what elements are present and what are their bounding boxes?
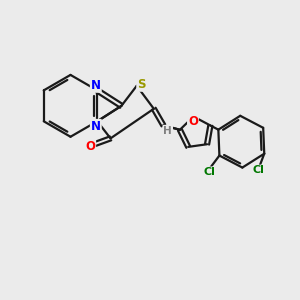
- Text: S: S: [137, 78, 146, 91]
- Text: Cl: Cl: [203, 167, 215, 177]
- Text: Cl: Cl: [252, 166, 264, 176]
- Text: O: O: [85, 140, 95, 153]
- Text: O: O: [188, 115, 198, 128]
- Text: N: N: [91, 120, 101, 133]
- Text: H: H: [164, 126, 172, 136]
- Text: N: N: [91, 79, 101, 92]
